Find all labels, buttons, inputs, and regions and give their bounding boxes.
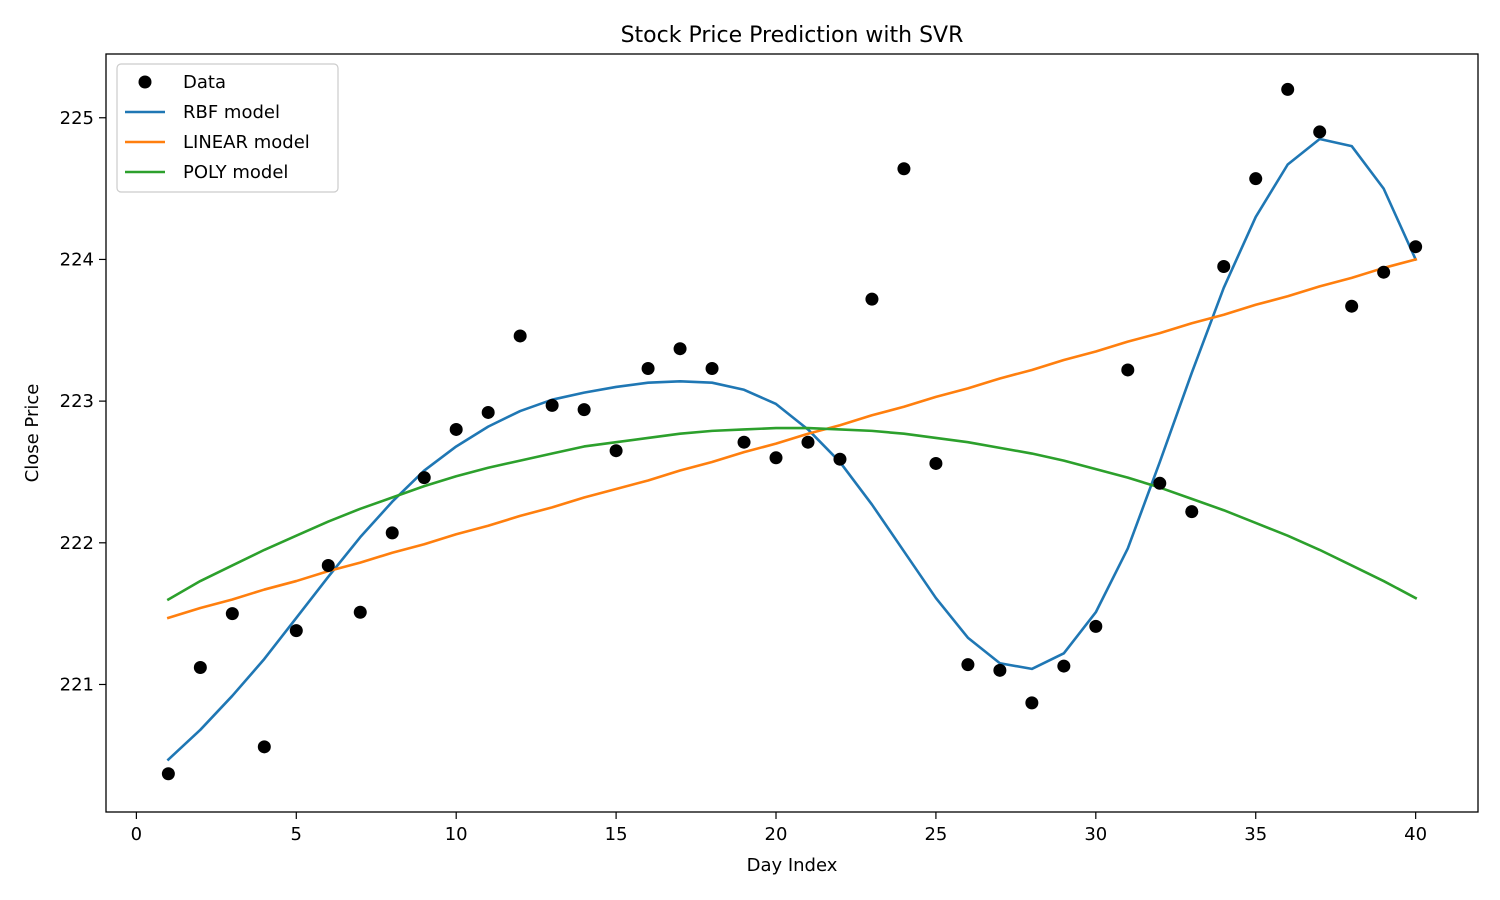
data-point [385,526,399,540]
data-point [1281,82,1295,96]
data-point [993,663,1007,677]
x-tick-label: 0 [131,824,142,845]
data-point [161,767,175,781]
data-point [1409,240,1423,254]
y-axis-label: Close Price [22,384,43,483]
data-point [865,292,879,306]
data-point [193,660,207,674]
data-point [1185,505,1199,519]
legend-label-rbf-model: RBF model [183,102,280,123]
legend: Data RBF model LINEAR model POLY model [116,63,339,193]
x-tick-label: 10 [445,824,468,845]
data-point [769,451,783,465]
series-line-linear-model [166,257,1418,620]
legend-marker-data [138,75,152,89]
data-point [609,444,623,458]
y-tick-label: 224 [60,249,94,270]
chart-title: Stock Price Prediction with SVR [621,23,964,48]
legend-box [116,63,339,193]
data-point [737,435,751,449]
data-point [1313,125,1327,139]
data-point [1121,363,1135,377]
x-tick-label: 30 [1084,824,1107,845]
data-point [1217,260,1231,274]
x-axis-ticks: 0 5 10 15 20 25 30 35 40 [131,812,1427,845]
x-tick-label: 35 [1244,824,1267,845]
data-point [1153,476,1167,490]
data-point [673,342,687,356]
data-point [1249,172,1263,186]
data-point [929,456,943,470]
y-tick-label: 221 [60,674,94,695]
x-tick-label: 5 [291,824,302,845]
data-point [641,362,655,376]
data-point [321,558,335,572]
x-tick-label: 20 [765,824,788,845]
y-tick-label: 222 [60,533,94,554]
data-point [897,162,911,176]
data-point [1377,265,1391,279]
data-point [961,658,975,672]
y-tick-label: 225 [60,108,94,129]
data-point [545,398,559,412]
data-point [481,405,495,419]
data-point [1345,299,1359,313]
data-point [289,624,303,638]
y-tick-label: 223 [60,391,94,412]
legend-label-data: Data [183,72,226,93]
data-point [801,435,815,449]
data-point [1057,659,1071,673]
model-lines [166,137,1418,762]
data-point [513,329,527,343]
data-point [1089,619,1103,633]
legend-label-linear-model: LINEAR model [183,132,310,153]
series-line-poly-model [166,426,1418,602]
series-line-rbf-model [166,137,1418,762]
plot-area [161,82,1423,781]
x-tick-label: 15 [605,824,628,845]
data-points [161,82,1423,781]
data-point [1025,696,1039,710]
data-point [353,605,367,619]
data-point [257,740,271,754]
plot-frame [105,53,1479,813]
legend-label-poly-model: POLY model [183,162,288,183]
data-point [833,452,847,466]
data-point [417,471,431,485]
data-point [577,403,591,417]
data-point [225,607,239,621]
y-axis-ticks: 221 222 223 224 225 [60,108,106,695]
x-axis-label: Day Index [747,855,838,876]
data-point [705,362,719,376]
data-point [449,422,463,436]
x-tick-label: 25 [924,824,947,845]
x-tick-label: 40 [1404,824,1427,845]
